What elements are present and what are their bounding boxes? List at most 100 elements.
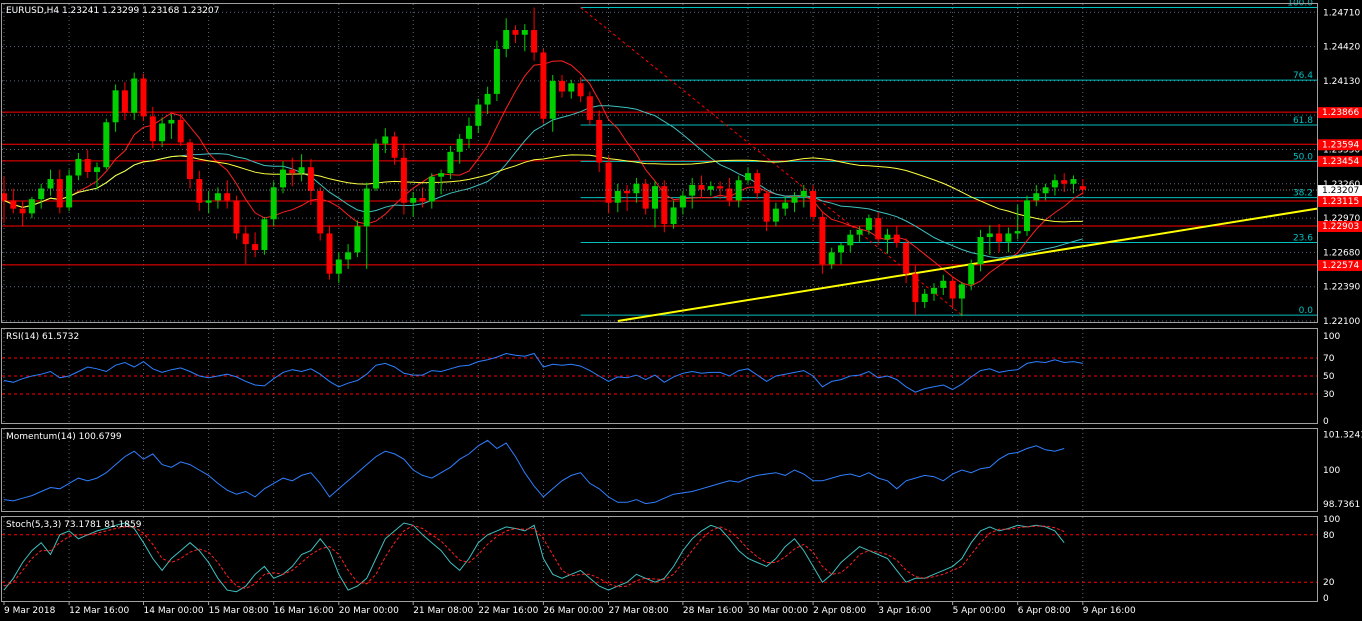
trend-line — [617, 207, 1318, 322]
resistance-tag-label: 1.23115 — [1322, 197, 1359, 207]
fib-level-label: 23.6 — [1293, 234, 1313, 244]
candle-body — [698, 184, 705, 190]
candle-body — [261, 219, 268, 251]
indicator-axis-label: 100 — [1323, 466, 1340, 476]
candle-body — [131, 78, 138, 113]
candle-body — [791, 196, 798, 203]
candle-body — [270, 187, 277, 220]
candle-body — [1042, 187, 1049, 194]
candle-body — [428, 176, 435, 202]
indicator-axis-label: 100 — [1323, 515, 1340, 525]
candle-body — [931, 287, 937, 294]
candle-body — [949, 280, 956, 299]
candle-body — [614, 190, 621, 203]
rsi-panel[interactable]: RSI(14) 61.5732 — [2, 332, 1317, 395]
indicator-axis-label: 0 — [1323, 594, 1329, 604]
candle-body — [382, 136, 389, 144]
resistance-tag-label: 1.23594 — [1322, 140, 1359, 150]
resistance-tag-label: 1.23866 — [1322, 108, 1359, 118]
candle-body — [828, 252, 835, 265]
indicator-axis-label: 80 — [1323, 531, 1335, 541]
resistance-tag-label: 1.22903 — [1322, 222, 1359, 232]
fib-level-label: 38.2 — [1293, 189, 1313, 199]
candle-body — [726, 188, 733, 201]
candle-body — [187, 142, 193, 180]
candle-body — [149, 116, 156, 142]
candle-body — [531, 30, 538, 53]
candle-body — [484, 93, 491, 105]
indicator-axis-label: 30 — [1323, 390, 1335, 400]
candle-body — [1051, 180, 1058, 188]
x-axis-label: 30 Mar 00:00 — [748, 606, 808, 616]
candle-body — [456, 138, 463, 152]
candle-body — [354, 226, 361, 253]
candle-body — [968, 264, 975, 285]
ma-slow-line — [3, 154, 1083, 223]
resistance-tag — [1318, 155, 1362, 167]
momentum-panel[interactable]: Momentum(14) 100.6799 — [3, 432, 1065, 505]
candle-body — [168, 119, 175, 124]
resistance-tag — [1318, 259, 1362, 271]
x-axis-label: 5 Apr 00:00 — [953, 606, 1006, 616]
candle-body — [977, 237, 984, 265]
x-axis-label: 14 Mar 00:00 — [144, 606, 204, 616]
candle-body — [642, 183, 649, 209]
stochastic-panel[interactable]: Stoch(5,3,3) 73.1781 81.1859 — [2, 520, 1317, 593]
candle-body — [363, 188, 370, 227]
resistance-tag — [1318, 195, 1362, 207]
candle-body — [819, 216, 826, 265]
candle-body — [596, 119, 603, 163]
candle-body — [112, 90, 119, 123]
indicator-axis-label: 101.3241 — [1323, 430, 1362, 440]
candle-body — [586, 96, 593, 120]
panel-frame — [1, 516, 1318, 602]
price-axis-label: 1.22390 — [1323, 283, 1360, 293]
candle-body — [549, 80, 556, 119]
candle-body — [1005, 233, 1012, 242]
candle-body — [214, 193, 221, 201]
candle-body — [940, 280, 947, 288]
indicator-axis-label: 50 — [1323, 372, 1335, 382]
fib-level-label: 0.0 — [1299, 306, 1314, 316]
resistance-tag-label: 1.23454 — [1322, 157, 1359, 167]
candle-body — [661, 186, 668, 225]
indicator-axis-label: 98.7361 — [1323, 500, 1360, 510]
price-panel[interactable]: 100.0 76.4 61.8 50.0 38.2 23.6 0.0 — [1, 0, 1318, 322]
candle-body — [28, 199, 35, 214]
price-axis-label: 1.24420 — [1323, 43, 1360, 53]
candle-body — [1, 193, 7, 201]
indicator-title: Momentum(14) 100.6799 — [6, 432, 122, 442]
candle-body — [84, 158, 91, 172]
x-axis-label: 27 Mar 08:00 — [609, 606, 669, 616]
candle-body — [875, 218, 882, 240]
fib-level-label: 61.8 — [1293, 116, 1313, 126]
x-axis-label: 12 Mar 16:00 — [69, 606, 129, 616]
axes: 1.247101.244201.241301.238401.235501.232… — [1, 3, 1362, 616]
candle-body — [140, 78, 147, 117]
candle-body — [466, 125, 472, 139]
candle-body — [996, 233, 1003, 242]
candle-body — [335, 259, 342, 274]
candle-body — [670, 207, 677, 225]
candle-body — [782, 202, 789, 209]
candle-body — [521, 30, 528, 35]
indicator-axis-label: 100 — [1323, 332, 1340, 342]
price-axis-label: 1.22100 — [1323, 317, 1360, 327]
candle-body — [1061, 180, 1068, 184]
candle-body — [884, 234, 891, 240]
candle-body — [75, 158, 82, 176]
symbol-title: EURUSD,H4 1.23241 1.23299 1.23168 1.2320… — [6, 6, 219, 16]
current-price-label: 1.23207 — [1322, 186, 1359, 196]
candle-body — [447, 151, 454, 174]
rsi-line — [3, 352, 1083, 393]
resistance-tag — [1318, 139, 1362, 151]
candle-body — [754, 173, 761, 194]
x-axis-label: 6 Apr 08:00 — [1018, 606, 1071, 616]
candle-body — [438, 173, 445, 177]
candle-body — [577, 83, 584, 97]
x-axis-label: 21 Mar 08:00 — [413, 606, 473, 616]
candle-body — [847, 234, 854, 246]
candle-body — [540, 52, 547, 119]
candle-body — [205, 200, 212, 203]
